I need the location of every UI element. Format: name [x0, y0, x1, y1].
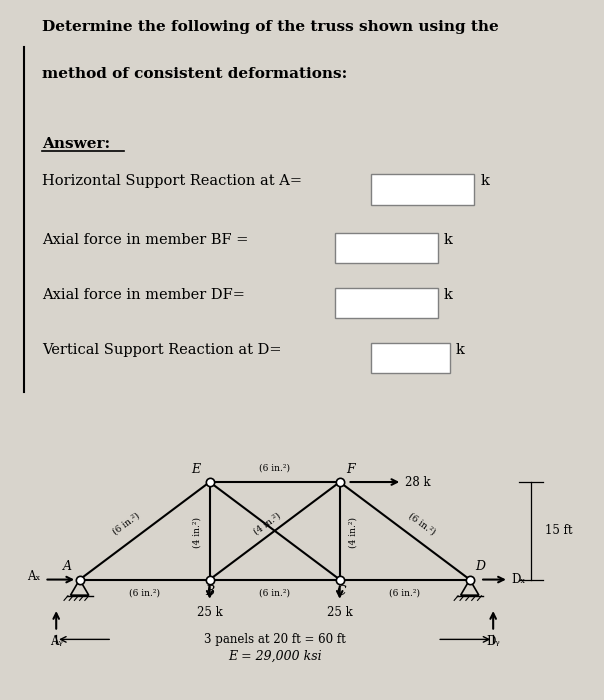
- Text: Vertical Support Reaction at D=: Vertical Support Reaction at D=: [42, 343, 282, 357]
- Text: (4 in.²): (4 in.²): [252, 511, 282, 536]
- Text: k: k: [444, 288, 453, 302]
- Text: (6 in.²): (6 in.²): [129, 589, 160, 598]
- Text: 25 k: 25 k: [327, 606, 353, 619]
- FancyBboxPatch shape: [371, 174, 474, 204]
- Text: Axial force in member DF=: Axial force in member DF=: [42, 288, 245, 302]
- FancyBboxPatch shape: [335, 233, 438, 263]
- Text: E: E: [191, 463, 201, 475]
- Text: F: F: [346, 463, 355, 475]
- Text: Dₓ: Dₓ: [512, 573, 525, 586]
- Text: E = 29,000 ksi: E = 29,000 ksi: [228, 650, 321, 663]
- FancyBboxPatch shape: [335, 288, 438, 318]
- Text: k: k: [456, 343, 465, 357]
- Text: (6 in.²): (6 in.²): [389, 589, 420, 598]
- Text: 3 panels at 20 ft = 60 ft: 3 panels at 20 ft = 60 ft: [204, 633, 345, 646]
- Text: Aₓ: Aₓ: [27, 570, 40, 584]
- Text: k: k: [480, 174, 489, 188]
- Text: Axial force in member BF =: Axial force in member BF =: [42, 233, 249, 247]
- Text: Answer:: Answer:: [42, 137, 111, 151]
- Text: Determine the following of the truss shown using the: Determine the following of the truss sho…: [42, 20, 499, 34]
- Text: C: C: [336, 584, 346, 598]
- Text: (4 in.²): (4 in.²): [192, 517, 201, 548]
- Text: (4 in.²): (4 in.²): [349, 517, 357, 548]
- Text: Dᵧ: Dᵧ: [486, 636, 500, 648]
- Text: (6 in.²): (6 in.²): [406, 511, 437, 536]
- Text: Aᵧ: Aᵧ: [50, 636, 63, 648]
- Text: Horizontal Support Reaction at A=: Horizontal Support Reaction at A=: [42, 174, 302, 188]
- Text: D: D: [475, 560, 485, 573]
- Text: method of consistent deformations:: method of consistent deformations:: [42, 66, 347, 80]
- Text: A: A: [63, 560, 72, 573]
- Text: B: B: [205, 584, 214, 598]
- Text: 15 ft: 15 ft: [545, 524, 573, 538]
- Text: (6 in.²): (6 in.²): [111, 511, 141, 536]
- FancyBboxPatch shape: [371, 343, 450, 373]
- Text: (6 in.²): (6 in.²): [259, 464, 290, 473]
- Text: (6 in.²): (6 in.²): [259, 589, 290, 598]
- Text: k: k: [444, 233, 453, 247]
- Text: 28 k: 28 k: [405, 475, 431, 489]
- Text: 25 k: 25 k: [197, 606, 222, 619]
